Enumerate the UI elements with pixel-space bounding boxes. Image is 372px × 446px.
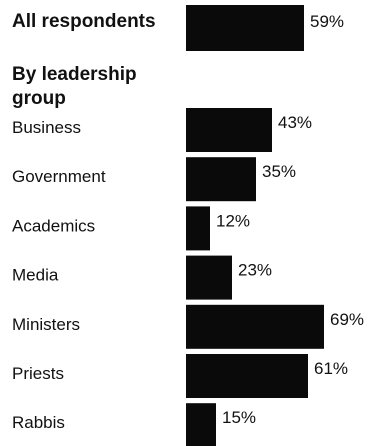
bar-rabbis [186, 403, 216, 446]
category-label-ministers: Ministers [12, 315, 80, 334]
category-label-rabbis: Rabbis [12, 413, 65, 432]
total-value-label: 59% [310, 12, 344, 31]
value-label-rabbis: 15% [222, 408, 256, 427]
category-label-academics: Academics [12, 216, 95, 235]
bar-academics [186, 206, 210, 251]
category-label-media: Media [12, 266, 59, 285]
bar-priests [186, 354, 308, 398]
bar-government [186, 157, 256, 202]
group-heading: By leadership group [12, 64, 142, 109]
value-label-government: 35% [262, 162, 296, 181]
bar-ministers [186, 304, 324, 349]
category-label-business: Business [12, 118, 81, 137]
value-label-business: 43% [278, 113, 312, 132]
value-label-ministers: 69% [330, 310, 364, 329]
value-label-academics: 12% [216, 211, 250, 230]
value-label-media: 23% [238, 261, 272, 280]
bar-media [186, 255, 232, 300]
value-label-priests: 61% [314, 359, 348, 378]
total-bar [186, 5, 304, 51]
total-category-label: All respondents [12, 11, 156, 32]
group-bars: Business 43% Government 35% Academics 12% Medi… [12, 108, 364, 446]
category-label-government: Government [12, 167, 106, 186]
bar-business [186, 108, 272, 152]
category-label-priests: Priests [12, 364, 64, 383]
